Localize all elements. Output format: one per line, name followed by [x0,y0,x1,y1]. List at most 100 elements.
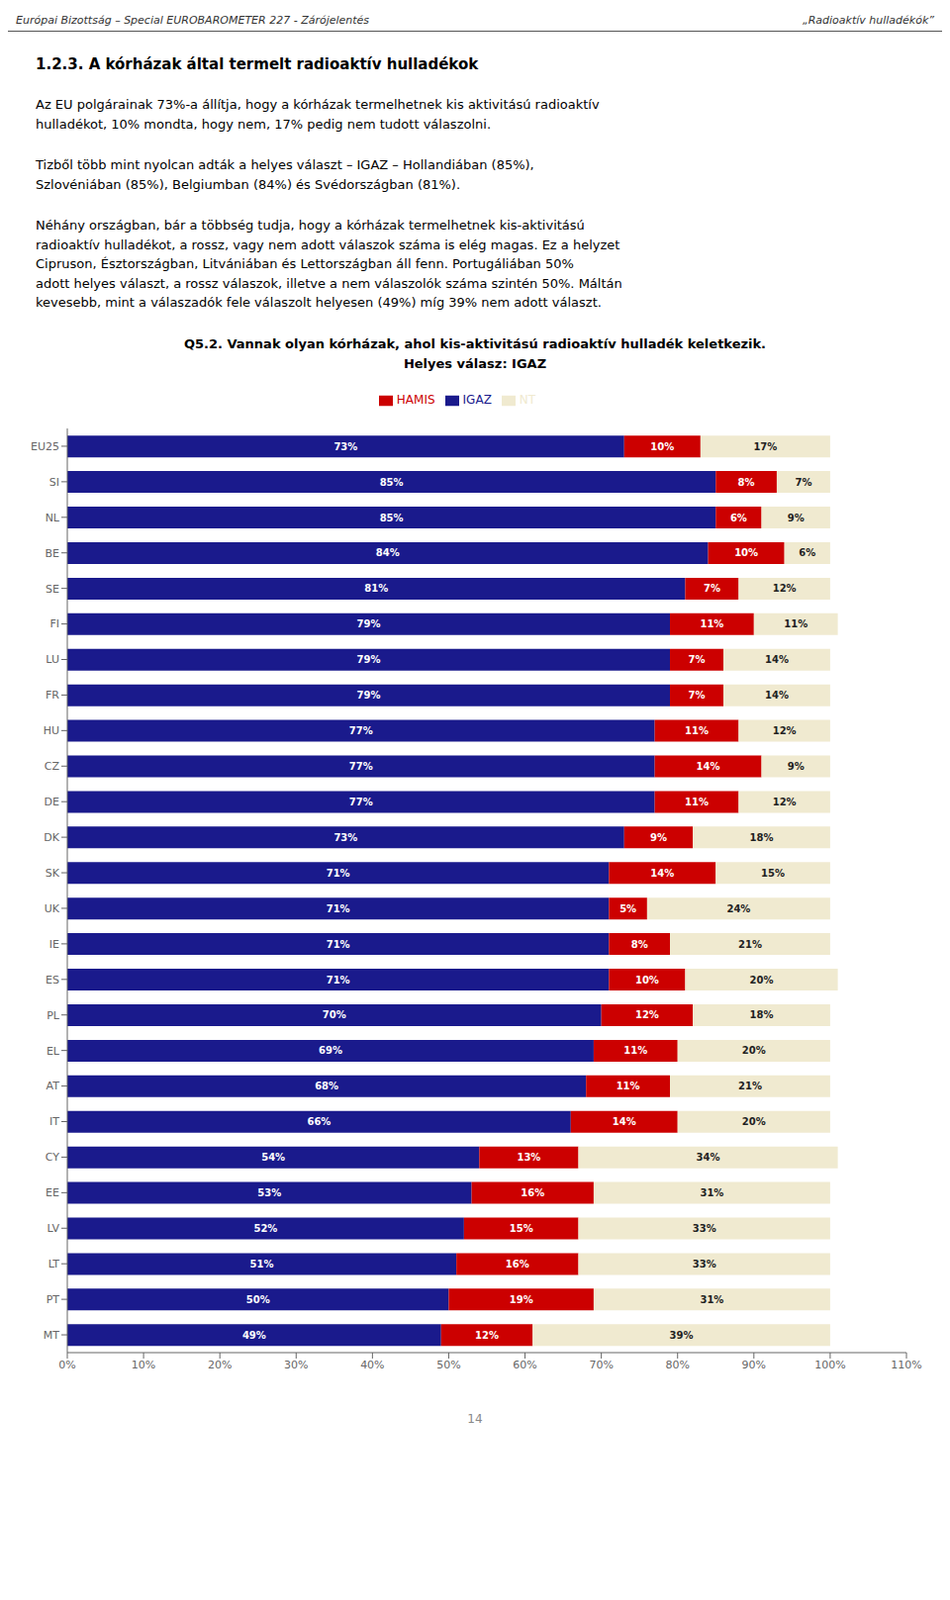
svg-text:100%: 100% [814,1358,846,1372]
svg-text:11%: 11% [684,796,709,808]
svg-text:31%: 31% [699,1294,724,1306]
svg-text:73%: 73% [333,441,358,453]
svg-text:PT: PT [46,1293,61,1307]
svg-text:MT: MT [43,1329,60,1342]
svg-text:DK: DK [43,831,60,845]
svg-text:SK: SK [45,866,61,880]
svg-text:18%: 18% [750,1010,774,1022]
svg-text:LU: LU [45,653,60,666]
svg-text:21%: 21% [738,1080,762,1092]
svg-text:NL: NL [45,511,61,525]
svg-text:79%: 79% [357,618,381,630]
svg-text:39%: 39% [669,1330,694,1341]
svg-text:8%: 8% [631,939,649,950]
svg-text:79%: 79% [357,689,381,701]
svg-text:11%: 11% [783,618,808,630]
svg-text:6%: 6% [798,548,816,560]
svg-text:31%: 31% [699,1187,724,1199]
svg-text:30%: 30% [284,1358,308,1372]
svg-text:20%: 20% [750,974,774,986]
svg-text:AT: AT [46,1080,61,1094]
svg-text:12%: 12% [772,582,797,594]
svg-text:20%: 20% [742,1045,766,1056]
svg-text:71%: 71% [326,903,351,915]
svg-text:77%: 77% [349,796,374,808]
svg-text:7%: 7% [794,476,812,488]
svg-text:84%: 84% [376,548,400,560]
svg-text:49%: 49% [242,1330,267,1341]
svg-text:14%: 14% [650,867,674,879]
svg-text:10%: 10% [635,974,660,986]
svg-text:EL: EL [46,1045,61,1058]
svg-text:70%: 70% [588,1358,613,1372]
svg-text:54%: 54% [261,1151,285,1163]
svg-text:40%: 40% [360,1358,384,1372]
svg-text:24%: 24% [726,903,751,915]
svg-text:14%: 14% [696,760,721,772]
svg-text:52%: 52% [253,1223,278,1235]
svg-text:9%: 9% [787,512,805,524]
svg-text:16%: 16% [505,1258,530,1270]
svg-text:17%: 17% [753,441,777,453]
svg-text:LT: LT [48,1257,61,1271]
svg-text:69%: 69% [318,1045,343,1056]
svg-text:71%: 71% [326,974,351,986]
svg-text:81%: 81% [364,582,388,594]
svg-text:71%: 71% [326,939,351,950]
svg-text:0%: 0% [58,1358,76,1372]
svg-text:10%: 10% [131,1358,156,1372]
svg-text:77%: 77% [349,760,374,772]
svg-text:21%: 21% [738,939,762,950]
svg-text:50%: 50% [436,1358,461,1372]
svg-text:11%: 11% [699,618,724,630]
svg-text:9%: 9% [650,832,667,844]
svg-text:12%: 12% [475,1330,499,1341]
svg-text:EU25: EU25 [30,440,60,454]
svg-text:ES: ES [45,973,60,987]
svg-text:DE: DE [44,795,60,809]
svg-text:9%: 9% [787,760,805,772]
svg-text:80%: 80% [665,1358,690,1372]
svg-text:15%: 15% [509,1223,534,1235]
svg-text:53%: 53% [257,1187,282,1199]
svg-text:7%: 7% [688,654,706,665]
svg-text:33%: 33% [692,1258,717,1270]
svg-text:IE: IE [49,938,60,951]
svg-text:15%: 15% [760,867,785,879]
svg-text:SI: SI [49,475,60,489]
svg-text:11%: 11% [623,1045,648,1056]
svg-text:10%: 10% [734,548,759,560]
svg-text:12%: 12% [635,1010,660,1022]
svg-text:7%: 7% [688,689,706,701]
svg-text:7%: 7% [703,582,721,594]
svg-text:BE: BE [45,547,61,561]
svg-text:FI: FI [49,618,60,632]
svg-text:85%: 85% [380,476,404,488]
svg-text:66%: 66% [306,1116,331,1128]
svg-text:85%: 85% [380,512,404,524]
svg-text:20%: 20% [207,1358,232,1372]
svg-text:6%: 6% [730,512,748,524]
svg-text:14%: 14% [764,654,789,665]
svg-text:18%: 18% [750,832,774,844]
svg-text:12%: 12% [772,796,797,808]
svg-text:90%: 90% [742,1358,766,1372]
svg-text:70%: 70% [322,1010,347,1022]
svg-text:33%: 33% [692,1223,717,1235]
svg-text:8%: 8% [738,476,756,488]
svg-text:20%: 20% [742,1116,766,1128]
svg-text:71%: 71% [326,867,351,879]
svg-text:77%: 77% [349,725,374,737]
svg-text:73%: 73% [333,832,358,844]
svg-text:IT: IT [49,1115,60,1129]
svg-text:12%: 12% [772,725,797,737]
svg-text:HU: HU [43,724,60,738]
svg-text:11%: 11% [616,1080,641,1092]
svg-text:LV: LV [47,1222,61,1235]
svg-text:34%: 34% [696,1151,721,1163]
svg-text:110%: 110% [890,1358,922,1372]
svg-text:51%: 51% [250,1258,275,1270]
svg-text:13%: 13% [516,1151,541,1163]
svg-text:68%: 68% [314,1080,339,1092]
svg-text:16%: 16% [520,1187,545,1199]
